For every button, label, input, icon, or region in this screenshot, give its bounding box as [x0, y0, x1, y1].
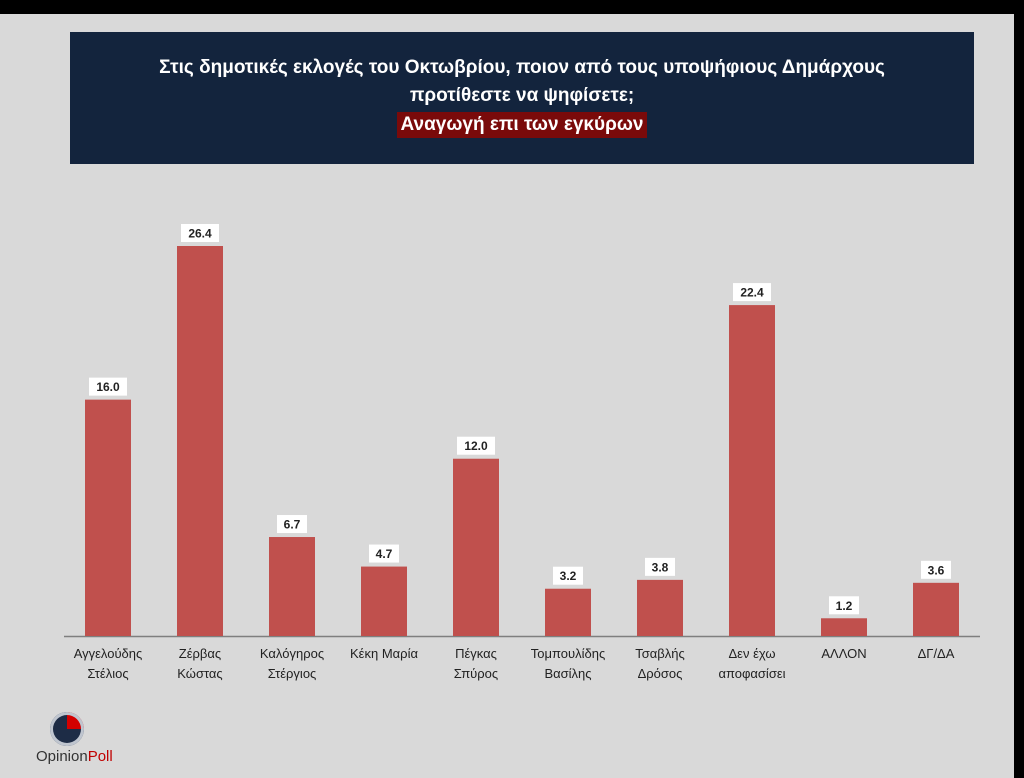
data-label-box: [369, 544, 399, 563]
data-label-box: [553, 566, 583, 585]
logo-pie-icon: [50, 712, 84, 746]
x-tick-label: Καλόγηρος: [260, 646, 324, 661]
chart-header: Στις δημοτικές εκλογές του Οκτωβρίου, πο…: [70, 32, 974, 164]
data-label: 22.4: [740, 286, 764, 300]
logo-text-part2: Poll: [87, 748, 113, 765]
x-tick-label: Ζέρβας: [179, 646, 221, 661]
x-tick-label: Τομπουλίδης: [531, 646, 605, 661]
x-tick-label: Κώστας: [177, 666, 222, 681]
top-border: [0, 0, 1024, 14]
question-line-2: προτίθεστε να ψηφίσετε;: [409, 85, 635, 106]
x-tick-label: αποφασίσει: [718, 666, 785, 681]
subtitle-badge: Αναγωγή επι των εγκύρων: [396, 112, 648, 138]
x-tick-label: Τσαβλής: [635, 646, 685, 661]
x-tick-label: Δρόσος: [638, 666, 683, 681]
opinionpoll-logo: OpinionPoll: [36, 712, 116, 772]
x-tick-label: Βασίλης: [544, 666, 591, 681]
x-tick-label: Δεν έχω: [728, 646, 775, 661]
right-border: [1014, 0, 1024, 778]
data-label: 1.2: [836, 599, 853, 613]
logo-text: OpinionPoll: [36, 748, 113, 765]
data-label: 26.4: [188, 227, 212, 241]
x-tick-label: Κέκη Μαρία: [350, 646, 418, 661]
bar: [269, 537, 315, 636]
data-label-box: [89, 377, 127, 396]
data-label-box: [277, 515, 307, 534]
question-line-1: Στις δημοτικές εκλογές του Οκτωβρίου, πο…: [159, 57, 885, 78]
bar: [361, 566, 407, 636]
logo-text-part1: Opinion: [36, 748, 88, 765]
bar: [177, 246, 223, 636]
bar: [453, 458, 499, 636]
data-label-box: [829, 596, 859, 615]
x-tick-label: ΔΓ/ΔΑ: [918, 646, 955, 661]
data-label: 3.6: [928, 563, 945, 577]
x-tick-label: Πέγκας: [455, 646, 497, 661]
data-label-box: [921, 560, 951, 579]
data-label: 4.7: [376, 547, 393, 561]
data-label-box: [181, 224, 219, 242]
bar: [913, 582, 959, 636]
x-tick-label: Στέργιος: [268, 666, 317, 681]
bar: [729, 305, 775, 636]
data-label: 12.0: [464, 439, 488, 453]
bar: [821, 618, 867, 636]
data-label: 3.2: [560, 569, 577, 583]
x-tick-label: Σπύρος: [454, 666, 498, 681]
data-label: 6.7: [284, 518, 301, 532]
bar: [545, 588, 591, 636]
data-label-box: [457, 436, 495, 455]
data-label-box: [645, 557, 675, 576]
data-label: 16.0: [96, 380, 120, 394]
x-tick-label: Αγγελούδης: [74, 646, 143, 661]
data-label: 3.8: [652, 560, 669, 574]
x-tick-label: ΑΛΛΟΝ: [821, 646, 866, 661]
x-tick-label: Στέλιος: [87, 666, 128, 681]
bar: [637, 579, 683, 636]
data-label-box: [733, 283, 771, 302]
bar: [85, 399, 131, 636]
